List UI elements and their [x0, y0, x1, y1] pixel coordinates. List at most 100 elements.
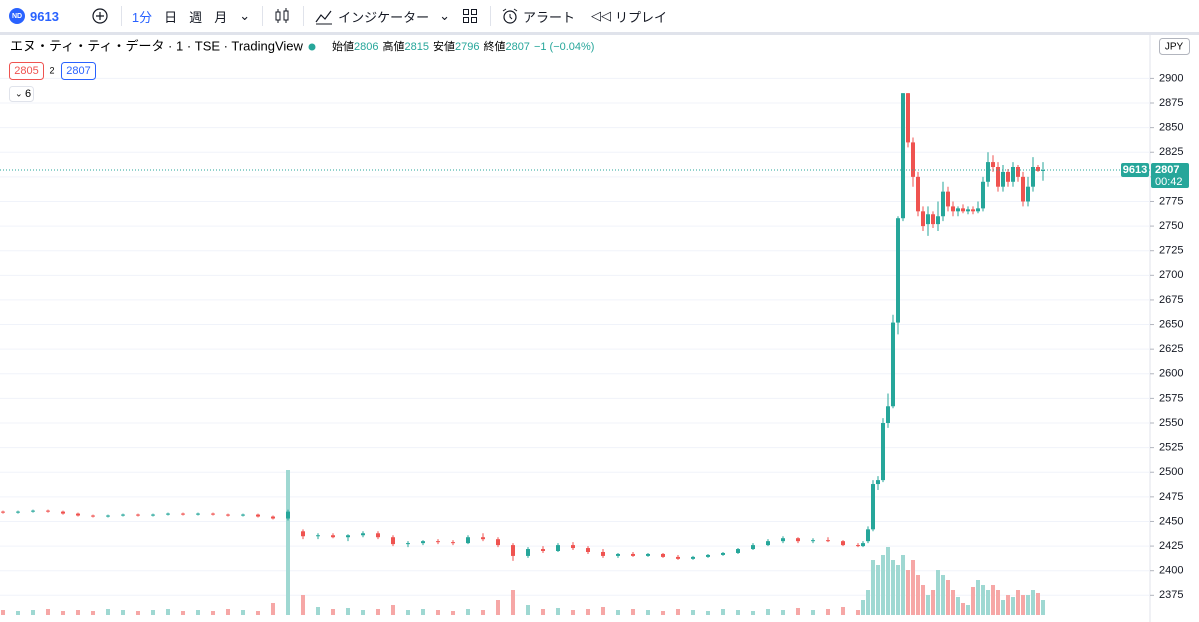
volume-bar [736, 610, 740, 615]
dropdown-icon[interactable]: ⌄ [239, 8, 251, 23]
candle-body [881, 423, 885, 481]
legend-label: 安値 [433, 39, 455, 53]
volume-bar [996, 590, 1000, 615]
symbol-tag [1121, 162, 1149, 177]
volume-bar [911, 560, 915, 615]
symbol-badge: ND [9, 8, 25, 24]
layout-button[interactable] [462, 8, 478, 24]
volume-bar [451, 611, 455, 615]
bid: 2805 [14, 65, 38, 77]
replay-label: リプレイ [615, 9, 668, 25]
volume-bar [46, 609, 50, 615]
volume-bar [941, 575, 945, 615]
ask: 2807 [66, 65, 90, 77]
candle-body [891, 322, 895, 407]
volume-bar [226, 609, 230, 615]
candle-body [451, 542, 455, 544]
alarm-icon [502, 8, 518, 24]
chevron: ⌄ [15, 88, 23, 98]
candle-body [721, 552, 725, 555]
ohlc-legend: 始値2806 高値2815 安値2796 終値2807 −1 (−0.04%) [332, 39, 594, 53]
y-tick-label: 2500 [1159, 466, 1183, 478]
y-tick-label: 2750 [1159, 220, 1183, 232]
candle-body [271, 516, 275, 519]
volume-bar [16, 611, 20, 615]
volume-bar [981, 585, 985, 615]
volume-bar [926, 595, 930, 615]
candle-body [971, 209, 975, 212]
volume-bar [511, 590, 515, 615]
volume-bar [706, 611, 710, 615]
candle-body [346, 535, 350, 538]
candle-body [151, 514, 155, 516]
ask-box[interactable] [61, 62, 96, 80]
volume-bar [391, 605, 395, 615]
legend-title: エヌ・ティ・ティ・データ · 1 · TSE · TradingView [10, 38, 304, 53]
candle-body [211, 513, 215, 515]
symbol-button[interactable]: ND 9613 [0, 8, 59, 24]
volume-bar [811, 610, 815, 615]
volume-bar [541, 609, 545, 615]
y-tick-label: 2850 [1159, 122, 1183, 134]
volume-bar [1021, 595, 1025, 615]
legend-value: 2807 [505, 41, 529, 53]
legend-change: −1 (−0.04%) [534, 41, 595, 53]
status-dot [308, 43, 316, 51]
period-button[interactable]: 週 [189, 9, 203, 25]
volume-bar [856, 610, 860, 615]
candle-body [16, 511, 20, 513]
candle-body [511, 545, 515, 556]
volume-bar [1041, 600, 1045, 615]
volume-bar [466, 609, 470, 615]
chart-type-button[interactable] [273, 7, 291, 25]
volume-bar [376, 609, 380, 615]
candle-body [196, 513, 200, 515]
candle-body [391, 537, 395, 545]
interval-button[interactable]: 1分 [131, 9, 153, 25]
candle-body [866, 529, 870, 542]
candle-body [861, 543, 865, 547]
y-tick-label: 2775 [1159, 195, 1183, 207]
replay-button[interactable]: ◁◁ リプレイ [591, 7, 667, 26]
candle-body [586, 548, 590, 552]
candle-body [1, 511, 5, 513]
volume-bar [1031, 590, 1035, 615]
volume-bar [151, 610, 155, 615]
candle-body [976, 208, 980, 212]
period-button[interactable]: 月 [214, 9, 228, 25]
volume-bar [616, 610, 620, 615]
candle-body [826, 540, 830, 542]
volume-bar [1001, 600, 1005, 615]
candle-body [571, 545, 575, 549]
candle-body [1021, 176, 1025, 202]
volume-bar [691, 610, 695, 615]
candle-body [121, 514, 125, 516]
volume-bar [956, 597, 960, 615]
y-tick-label: 2825 [1159, 146, 1183, 158]
period-button[interactable]: 日 [164, 9, 178, 25]
volume-bar [676, 609, 680, 615]
volume-bar [601, 607, 605, 615]
volume-bar [496, 600, 500, 615]
volume-bar [751, 611, 755, 615]
candle-body [946, 191, 950, 207]
volume-bar [76, 610, 80, 615]
compare-button[interactable] [91, 7, 109, 25]
candle-body [1041, 169, 1045, 171]
volume-bar [631, 609, 635, 615]
volume-bar [91, 611, 95, 615]
candle-body [996, 167, 1000, 187]
bid-box[interactable] [9, 62, 44, 80]
volume-bar [946, 580, 950, 615]
candle-body [961, 208, 965, 212]
currency-button[interactable] [1159, 38, 1190, 55]
indicator-toggle[interactable] [9, 86, 34, 102]
alert-button[interactable]: アラート [501, 7, 575, 26]
candle-body [706, 554, 710, 557]
candle-body [676, 556, 680, 559]
y-tick-label: 2425 [1159, 540, 1183, 552]
volume-bar [766, 609, 770, 615]
candle-body [616, 553, 620, 556]
indicators-button[interactable]: インジケーター ⌄ [314, 7, 450, 26]
volume-bar [866, 590, 870, 615]
